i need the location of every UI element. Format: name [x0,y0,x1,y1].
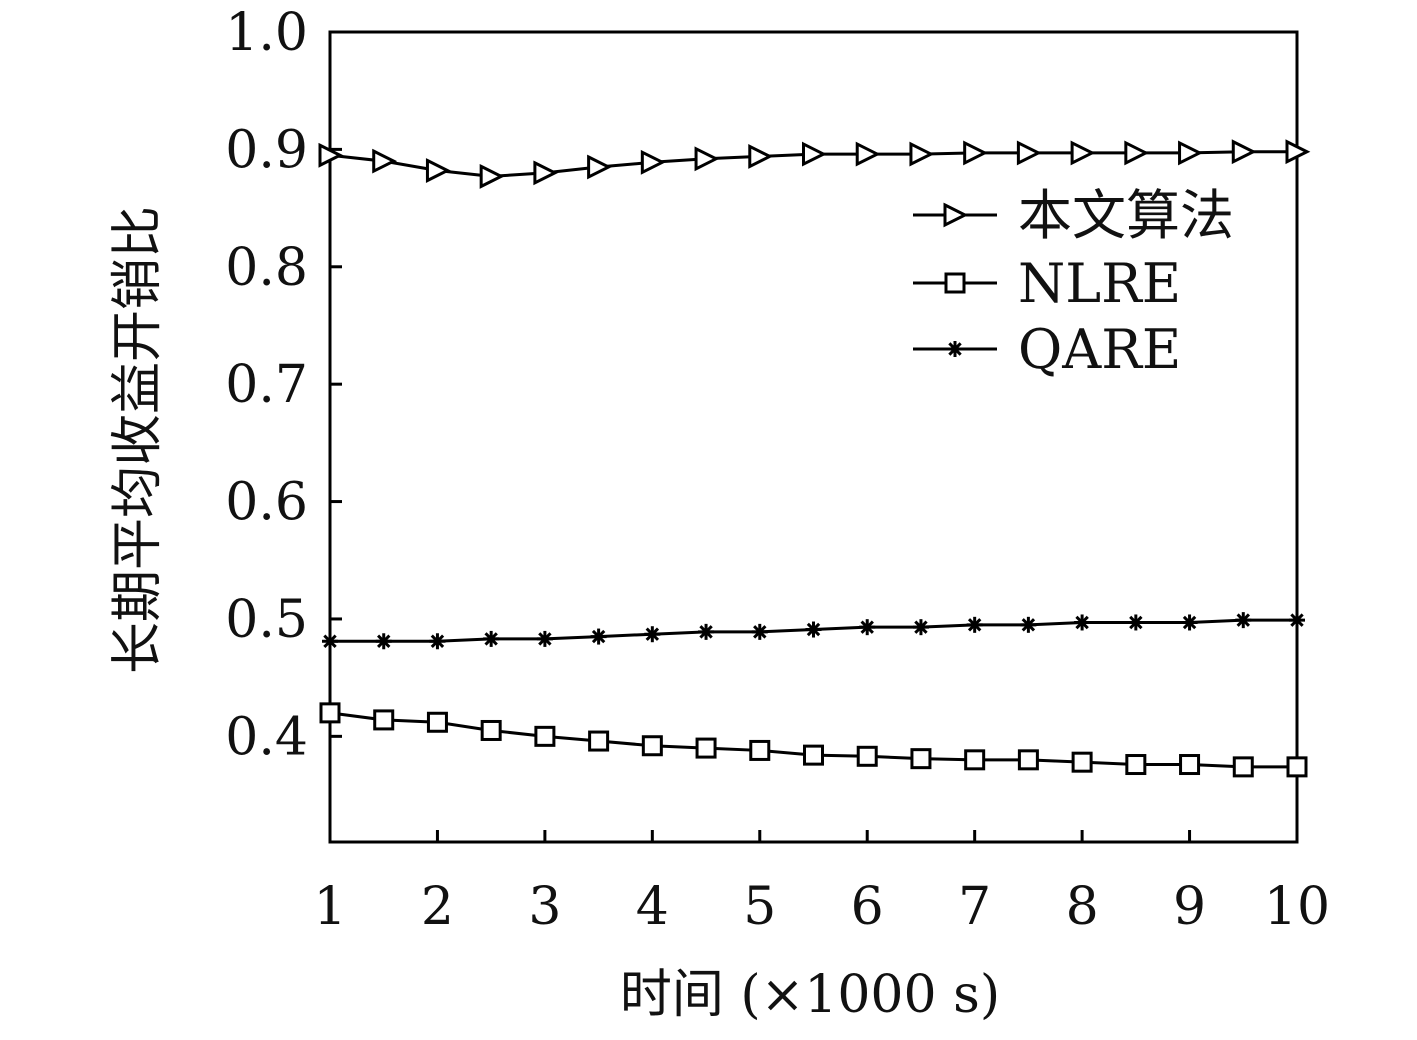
data-point [644,626,661,643]
data-point [641,735,663,757]
legend-label: 本文算法 [1018,184,1234,247]
data-point [1179,754,1201,776]
data-point [1286,756,1308,778]
data-point [1289,612,1305,629]
data-point [1125,754,1147,776]
x-tick-label: 7 [958,877,991,937]
data-point [640,149,666,175]
data-point [480,719,502,741]
data-point [479,163,505,189]
series-1 [319,702,1308,778]
data-point [1127,614,1144,631]
plot-frame [328,30,1299,844]
data-point [536,630,553,647]
data-point [588,730,610,752]
data-point [963,140,989,166]
legend-item: NLRE [913,252,1181,315]
x-tick-label: 5 [743,877,776,937]
legend-item: QARE [913,318,1181,381]
data-point [1071,751,1093,773]
data-point [1235,612,1252,629]
x-axis-label: 时间 (×1000 s) [620,965,1000,1025]
data-point [372,148,398,174]
data-point [533,160,559,186]
data-point [322,633,338,650]
data-point [1178,140,1203,166]
x-tick-label: 8 [1066,877,1099,937]
data-point [802,141,827,167]
data-point [1231,139,1257,165]
x-tick-label: 6 [851,877,884,937]
data-point [855,141,881,167]
series-layer [318,139,1311,778]
data-point [695,737,717,759]
data-point [483,630,500,647]
data-point [375,633,392,650]
data-point [1016,140,1042,166]
data-point [947,341,963,357]
x-tick-label: 9 [1173,877,1206,937]
data-point [1232,756,1254,778]
data-point [587,154,612,180]
data-point [1074,614,1091,631]
data-point [944,272,966,294]
data-point [859,619,876,636]
x-axis: 1 2 3 4 5 6 7 8 9 10 [313,830,1330,937]
data-point [1181,614,1198,631]
y-axis-label: 长期平均收益开销比 [108,206,168,674]
x-tick-label: 2 [421,877,454,937]
data-point [751,623,768,640]
data-point [1070,140,1096,166]
data-point [803,744,824,766]
x-tick-label: 3 [528,877,561,937]
data-point [534,725,556,747]
data-point [912,619,929,636]
series-2 [322,612,1305,650]
data-point [429,633,446,650]
data-point [748,144,774,169]
data-point [319,702,341,724]
data-point [943,202,969,228]
data-point [964,749,986,771]
data-point [966,616,983,633]
y-axis: 0.4 0.5 0.6 0.7 0.8 0.9 1.0 [225,3,342,767]
data-point [425,158,451,183]
data-point [373,709,395,731]
data-point [1017,749,1039,771]
data-point [805,621,822,638]
x-tick-label: 4 [636,877,669,937]
legend-label: QARE [1018,318,1181,381]
x-tick-label: 10 [1264,877,1330,937]
data-point [590,628,607,645]
data-point [749,739,771,761]
series-0 [318,139,1311,189]
data-point [1020,616,1037,633]
data-point [694,146,720,172]
legend-label: NLRE [1018,252,1181,315]
y-tick-label: 0.7 [225,355,308,415]
data-point [910,748,932,770]
data-point [1285,139,1311,165]
data-point [698,623,715,640]
y-tick-label: 0.4 [225,707,308,767]
data-point [856,745,878,767]
legend-item: 本文算法 [913,184,1234,247]
data-point [909,141,935,167]
data-point [426,711,448,733]
y-tick-label: 0.6 [225,473,308,533]
data-point [1124,140,1150,166]
y-tick-label: 0.5 [225,590,308,650]
y-tick-label: 0.8 [225,238,308,298]
x-tick-label: 1 [313,877,346,937]
y-tick-label: 1.0 [225,3,308,63]
data-point [318,142,344,168]
y-tick-label: 0.9 [225,120,308,180]
